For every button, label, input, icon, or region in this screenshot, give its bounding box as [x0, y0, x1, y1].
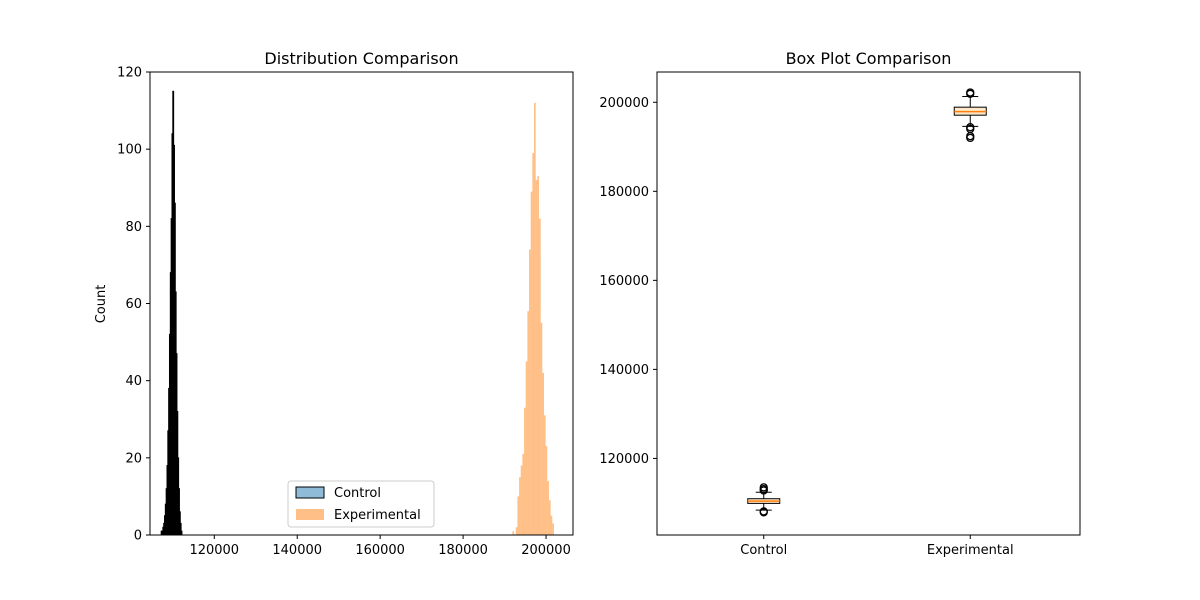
hist-bar-experimental-18 [543, 415, 546, 535]
box-y-tick-label: 180000 [599, 185, 649, 200]
box-x-tick-label-experimental: Experimental [927, 543, 1014, 558]
hist-bar-control-24 [180, 530, 183, 536]
histogram-legend: Control Experimental [287, 480, 435, 528]
box-y-tick-label: 140000 [599, 363, 649, 378]
hist-bar-experimental-13 [535, 180, 538, 536]
histogram-title: Distribution Comparison [264, 49, 458, 68]
hist-y-tick-label: 0 [134, 529, 142, 544]
hist-bar-experimental-15 [538, 218, 541, 535]
legend-swatch-control [295, 486, 325, 499]
hist-bar-experimental-0 [512, 531, 515, 535]
box-experimental-outlier-3 [966, 123, 975, 132]
box-y-tick-label: 160000 [599, 274, 649, 289]
box-control-outlier-4 [759, 483, 768, 492]
histogram-plot-frame [149, 71, 574, 536]
legend-swatch-experimental [296, 509, 324, 520]
hist-y-tick-label: 20 [125, 451, 142, 466]
hist-bar-experimental-2 [517, 496, 520, 535]
hist-y-tick-label: 100 [117, 143, 142, 158]
box-experimental-outlier-5 [966, 88, 975, 97]
hist-bar-experimental-22 [550, 515, 553, 535]
hist-x-tick-label: 200000 [521, 543, 571, 558]
histogram-y-ticks: 0 20 40 60 80 100 120 [117, 66, 150, 544]
hist-y-tick-label: 40 [125, 374, 142, 389]
boxplot-y-ticks: 120000 140000 160000 180000 200000 [599, 96, 657, 467]
hist-bar-experimental-16 [540, 322, 543, 535]
box-x-tick-label-control: Control [740, 543, 787, 558]
hist-bar-experimental-12 [534, 102, 536, 535]
hist-bar-experimental-5 [522, 453, 525, 535]
box-y-tick-label: 120000 [599, 452, 649, 467]
histogram-panel: Distribution Comparison Count 120000 1400… [94, 49, 574, 558]
histogram-y-axis-label: Count [94, 285, 109, 324]
hist-x-tick-label: 120000 [189, 543, 239, 558]
hist-bar-experimental-10 [530, 191, 533, 535]
histogram-bars [160, 90, 554, 536]
hist-bar-experimental-6 [524, 407, 526, 535]
boxplot-title: Box Plot Comparison [786, 49, 952, 68]
hist-bar-experimental-23 [552, 523, 554, 535]
hist-y-tick-label: 120 [117, 66, 142, 81]
boxplot-panel: Box Plot Comparison 120000 140000 160000 18… [599, 49, 1081, 558]
hist-bar-experimental-1 [515, 527, 518, 535]
hist-y-tick-label: 80 [125, 220, 142, 235]
hist-bar-experimental-3 [519, 477, 521, 535]
legend-label-control: Control [334, 486, 381, 501]
hist-bar-experimental-7 [525, 361, 528, 535]
box-experimental [953, 88, 987, 143]
hist-x-tick-label: 160000 [355, 543, 405, 558]
hist-x-tick-label: 140000 [272, 543, 322, 558]
histogram-x-ticks: 120000 140000 160000 180000 200000 [189, 535, 571, 558]
boxplot-marks [747, 88, 987, 517]
boxplot-plot-frame [656, 71, 1081, 536]
hist-bar-experimental-20 [547, 480, 549, 535]
box-control-outlier-1 [759, 507, 768, 516]
hist-bar-experimental-14 [537, 176, 539, 536]
hist-bar-experimental-17 [542, 372, 544, 535]
hist-bar-experimental-8 [527, 311, 530, 535]
hist-bar-experimental-19 [545, 446, 548, 535]
box-control [747, 483, 781, 517]
hist-bar-experimental-21 [548, 500, 551, 535]
legend-label-experimental: Experimental [334, 508, 421, 523]
boxplot-x-ticks: Control Experimental [740, 535, 1014, 558]
box-y-tick-label: 200000 [599, 96, 649, 111]
hist-bar-experimental-11 [532, 153, 535, 535]
hist-bar-experimental-4 [520, 465, 523, 535]
hist-x-tick-label: 180000 [438, 543, 488, 558]
hist-bar-experimental-9 [529, 249, 531, 535]
hist-y-tick-label: 60 [125, 297, 142, 312]
